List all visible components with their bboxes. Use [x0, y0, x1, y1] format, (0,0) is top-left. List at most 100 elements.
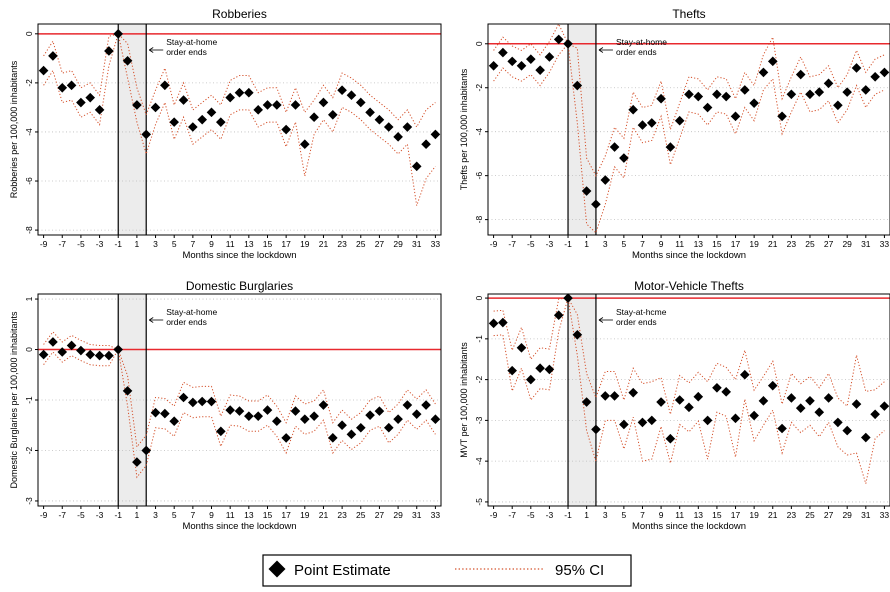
point-thefts [637, 120, 648, 130]
point-robberies [132, 100, 142, 110]
x-tick-label-thefts: 5 [621, 239, 626, 249]
point-domestic-burglaries [38, 349, 49, 360]
x-tick-label-domestic-burglaries: 9 [209, 510, 214, 520]
x-tick-label-domestic-burglaries: -5 [77, 510, 85, 520]
point-thefts [833, 100, 843, 111]
annotation-line-thefts: Stay-at-home [616, 37, 667, 47]
point-robberies [411, 161, 422, 172]
point-robberies [76, 97, 86, 108]
point-mvt [860, 432, 871, 443]
y-tick-label-thefts: -6 [474, 172, 484, 180]
point-robberies [141, 129, 152, 140]
x-tick-label-domestic-burglaries: 17 [281, 510, 291, 520]
y-tick-label-domestic-burglaries: -3 [24, 497, 34, 505]
point-mvt [684, 402, 694, 413]
legend-point-label: Point Estimate [294, 562, 391, 579]
point-thefts [684, 89, 694, 100]
point-robberies [374, 114, 385, 125]
point-robberies [150, 102, 161, 113]
panel-robberies: -9 -7 -5 -3 -1 1 3 5 7 9 11 13 15 17 19 21 23 25 27 29 31 330… [9, 7, 442, 261]
x-tick-label-robberies: 11 [226, 239, 235, 249]
annotation-mvt: Stay-at-hcme order ends [616, 307, 667, 327]
point-mvt [749, 410, 759, 421]
point-mvt [488, 318, 499, 329]
point-robberies [253, 105, 263, 115]
point-mvt [553, 310, 564, 321]
point-robberies [327, 109, 338, 120]
x-tick-label-domestic-burglaries: -3 [96, 510, 104, 520]
x-tick-label-thefts: 29 [842, 239, 852, 249]
point-thefts [702, 102, 713, 113]
panel-mvt: -9 -7 -5 -3 -1 1 3 5 7 9 11 13 15 17 19 21 23 25 27 29 31 330… [459, 279, 890, 532]
y-tick-label-mvt: 0 [474, 295, 484, 300]
x-tick-label-mvt: -5 [527, 510, 535, 520]
x-tick-label-mvt: 7 [640, 510, 645, 520]
point-robberies [281, 124, 291, 135]
point-mvt [544, 364, 555, 375]
point-robberies [355, 97, 366, 108]
point-thefts [646, 118, 657, 128]
y-tick-label-robberies: -4 [24, 128, 34, 136]
point-domestic-burglaries [216, 426, 226, 437]
x-tick-label-robberies: 15 [263, 239, 273, 249]
y-axis-label-mvt: MVT per 100,000 inhabitants [459, 342, 469, 458]
point-mvt [823, 393, 834, 403]
y-tick-label-thefts: -2 [474, 84, 484, 92]
point-domestic-burglaries [281, 433, 291, 443]
x-tick-label-mvt: 29 [842, 510, 852, 520]
point-domestic-burglaries [402, 400, 413, 410]
point-domestic-burglaries [188, 397, 198, 408]
point-mvt [814, 407, 825, 418]
x-tick-label-thefts: 7 [640, 239, 645, 249]
y-tick-label-domestic-burglaries: 0 [24, 347, 34, 352]
point-thefts [879, 67, 890, 78]
panel-domestic-burglaries: -9 -7 -5 -3 -1 1 3 5 7 9 11 13 15 17 19 21 23 25 27 29 31 331… [9, 279, 442, 532]
chart-title-robberies: Robberies [212, 7, 267, 21]
y-axis-label-thefts: Thefts per 100,000 inhabitants [459, 68, 469, 190]
point-robberies [402, 122, 413, 132]
point-thefts [535, 65, 545, 75]
x-tick-label-thefts: 21 [768, 239, 778, 249]
point-thefts [777, 111, 787, 122]
point-thefts [814, 87, 825, 97]
x-tick-label-mvt: 9 [659, 510, 664, 520]
x-tick-label-domestic-burglaries: 23 [337, 510, 347, 520]
point-domestic-burglaries [169, 416, 180, 427]
point-domestic-burglaries [48, 337, 58, 347]
point-domestic-burglaries [244, 411, 254, 421]
x-tick-label-robberies: 27 [375, 239, 385, 249]
x-tick-label-mvt: 27 [824, 510, 834, 520]
point-domestic-burglaries [85, 349, 96, 360]
point-robberies [346, 90, 357, 101]
point-robberies [215, 117, 226, 127]
shaded-region-thefts [568, 24, 596, 235]
point-thefts [870, 71, 880, 82]
point-thefts [526, 54, 536, 64]
legend-box [262, 554, 632, 587]
point-domestic-burglaries [290, 406, 301, 416]
x-tick-label-domestic-burglaries: 11 [226, 510, 235, 520]
y-tick-label-mvt: -5 [474, 498, 484, 506]
point-mvt [619, 419, 629, 430]
x-tick-label-domestic-burglaries: -9 [40, 510, 48, 520]
point-mvt [693, 391, 704, 402]
point-domestic-burglaries [150, 407, 161, 418]
y-tick-label-thefts: 0 [474, 41, 484, 46]
point-robberies [122, 55, 133, 66]
x-tick-label-mvt: 31 [861, 510, 871, 520]
point-thefts [739, 85, 750, 95]
y-tick-label-mvt: -3 [474, 416, 484, 424]
point-domestic-burglaries [374, 406, 385, 416]
point-domestic-burglaries [76, 345, 86, 356]
x-tick-label-domestic-burglaries: 29 [393, 510, 403, 520]
point-domestic-burglaries [309, 411, 319, 421]
x-tick-label-thefts: 3 [603, 239, 608, 249]
point-mvt [767, 380, 778, 391]
panel-thefts: -9 -7 -5 -3 -1 1 3 5 7 9 11 13 15 17 19 21 23 25 27 29 31 330… [459, 7, 890, 261]
point-robberies [365, 107, 375, 118]
point-robberies [430, 129, 441, 140]
x-tick-label-robberies: 3 [153, 239, 158, 249]
panels: -9 -7 -5 -3 -1 1 3 5 7 9 11 13 15 17 19 21 23 25 27 29 31 330… [9, 7, 890, 532]
y-tick-label-robberies: -8 [24, 226, 34, 234]
point-thefts [749, 98, 759, 108]
